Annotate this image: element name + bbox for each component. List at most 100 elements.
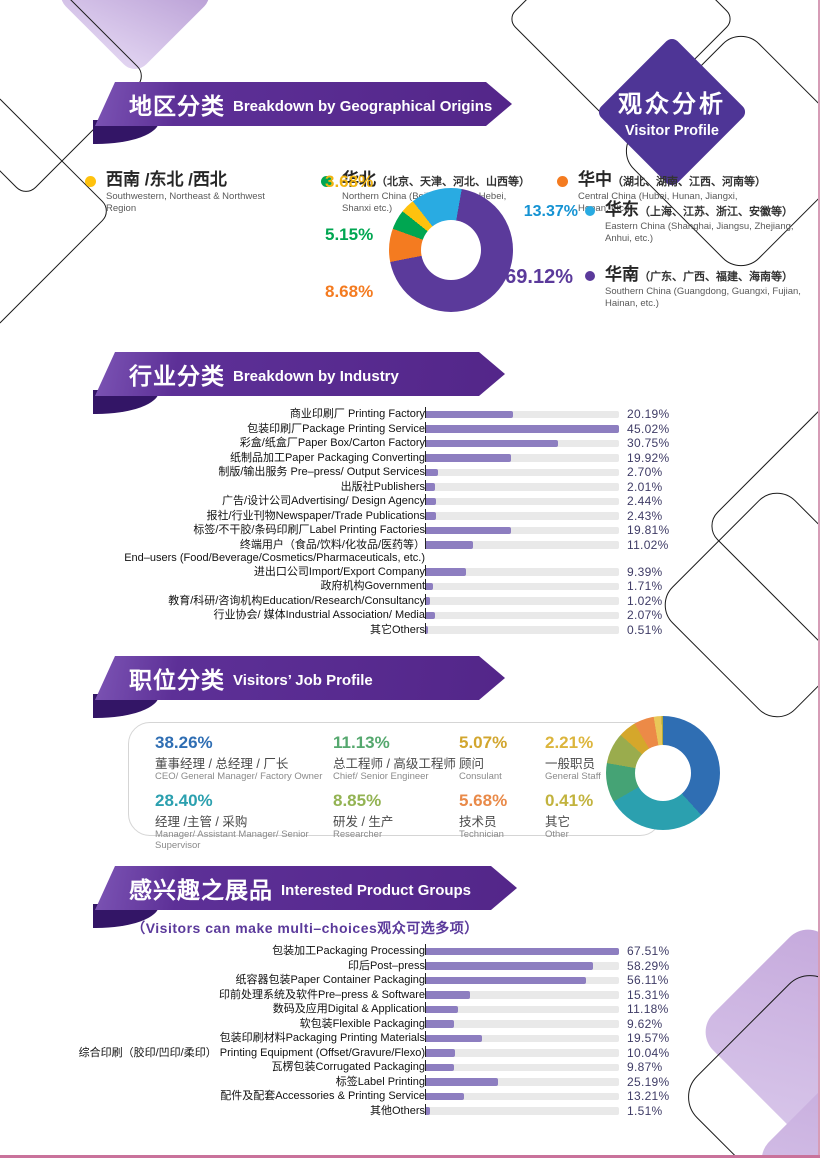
bar-track: [425, 494, 619, 505]
section-header-industry: 行业分类 Breakdown by Industry: [85, 352, 505, 414]
bar-fill: [426, 976, 587, 984]
job-stat: 28.40% 经理 /主管 / 采购 Manager/ Assistant Ma…: [155, 790, 333, 852]
bar-row: 进出口公司Import/Export Company 9.39%: [85, 564, 735, 580]
bar-row: 标签/不干胶/条码印刷厂Label Printing Factories 19.…: [85, 523, 735, 538]
bar-value: 2.07%: [627, 608, 663, 622]
bar-label: 教育/科研/咨询机构Education/Research/Consultancy: [168, 594, 425, 607]
job-title-en: Manager/ Assistant Manager/ Senior Super…: [155, 828, 309, 851]
bar-label: 包装印刷材料Packaging Printing Materials: [219, 1032, 425, 1044]
bar-track: [425, 579, 619, 590]
bar-value: 20.19%: [627, 407, 670, 421]
job-stat: 5.68% 技术员 Technician: [459, 791, 545, 852]
bar-row: 纸制品加工Paper Packaging Converting 19.92%: [85, 450, 735, 466]
bar-track: [425, 1103, 619, 1115]
bar-value: 56.11%: [627, 973, 669, 987]
bar-value: 9.62%: [627, 1016, 663, 1031]
bar-track: [425, 1060, 619, 1071]
bar-fill: [426, 468, 438, 476]
job-title-zh: 董事经理 / 总经理 / 厂长: [155, 756, 289, 771]
bar-fill: [426, 611, 435, 619]
bar-value: 11.18%: [627, 1002, 669, 1016]
badge-title-en: Visitor Profile: [624, 123, 719, 139]
bar-row: 纸容器包装Paper Container Packaging 56.11%: [85, 973, 735, 988]
bar-label: 终端用户（食品/饮料/化妆品/医药等） End–users (Food/Beve…: [124, 538, 425, 565]
bar-label: 行业协会/ 媒体Industrial Association/ Media: [213, 609, 425, 621]
banner-regions: 地区分类 Breakdown by Geographical Origins: [85, 82, 512, 126]
bar-track: [425, 593, 619, 605]
donut-hole: [635, 745, 691, 801]
legend-item: 华南（广东、广西、福建、海南等） Southern China (Guangdo…: [585, 265, 815, 310]
job-pct: 2.21%: [545, 733, 594, 752]
banner-title-en: Breakdown by Industry: [233, 368, 399, 385]
bar-value: 2.70%: [627, 465, 663, 479]
banner-products: 感兴趣之展品 Interested Product Groups: [85, 866, 517, 910]
bar-label: 软包装Flexible Packaging: [299, 1017, 425, 1030]
bar-track: [425, 1045, 619, 1057]
bar-track: [425, 450, 619, 462]
bar-row: 其他Others 1.51%: [85, 1103, 735, 1119]
bar-value: 2.01%: [627, 479, 663, 494]
bar-value: 30.75%: [627, 436, 670, 450]
region-pct-south: 69.12%: [505, 266, 573, 288]
bar-row: 制版/输出服务 Pre–press/ Output Services 2.70%: [85, 465, 735, 480]
job-title-en: CEO/ General Manager/ Factory Owner: [155, 770, 323, 782]
bar-value: 15.31%: [627, 987, 670, 1002]
bar-track: [425, 523, 619, 534]
bar-label: 配件及配套Accessories & Printing Service: [220, 1090, 425, 1102]
products-bar-chart: 包装加工Packaging Processing 67.51% 印后Post–p…: [78, 944, 735, 1119]
region-pct-north: 5.15%: [325, 225, 374, 244]
bar-value: 0.51%: [627, 622, 663, 637]
bar-label: 数码及应用Digital & Application: [272, 1003, 425, 1015]
bar-label: 出版社Publishers: [340, 480, 425, 493]
job-title-zh: 其它: [545, 814, 571, 829]
job-title-en: General Staff: [545, 770, 601, 782]
bar-label: 印前处理系统及软件Pre–press & Software: [219, 988, 425, 1001]
section-header-jobs: 职位分类 Visitors’ Job Profile: [85, 656, 505, 718]
job-pct: 28.40%: [155, 790, 213, 810]
bar-value: 58.29%: [627, 958, 670, 973]
jobs-donut-chart: [606, 716, 720, 830]
bar-track: [425, 564, 619, 576]
bar-row: 政府机构Government 1.71%: [85, 579, 735, 594]
bar-value: 67.51%: [627, 944, 670, 958]
job-stat: 11.13% 总工程师 / 高级工程师 Chief/ Senior Engine…: [333, 734, 459, 783]
job-title-zh: 一般职员: [545, 756, 596, 771]
legend-text: 华东（上海、江苏、浙江、安徽等） Eastern China (Shanghai…: [605, 200, 794, 244]
bar-value: 1.51%: [627, 1103, 663, 1118]
job-pct: 38.26%: [155, 733, 213, 752]
bar-track: [425, 508, 619, 520]
bar-label: 瓦楞包装Corrugated Packaging: [271, 1061, 425, 1073]
legend-item: 华中（湖北、湖南、江西、河南等） Central China (Hubei, H…: [557, 170, 793, 215]
bar-value: 19.57%: [627, 1031, 670, 1045]
legend-text: 西南 /东北 /西北 Southwestern, Northeast & Nor…: [106, 170, 265, 214]
legend-dot: [557, 176, 568, 187]
multi-choice-note: （Visitors can make multi–choices观众可选多项）: [131, 920, 479, 936]
bar-track: [425, 1016, 619, 1028]
bar-track: [425, 1031, 619, 1042]
job-stat: 2.21% 一般职员 General Staff: [545, 734, 645, 783]
bar-label: 报社/行业刊物Newspaper/Trade Publications: [206, 509, 425, 522]
bar-label: 印后Post–press: [347, 959, 425, 972]
job-title-zh: 技术员: [459, 814, 497, 829]
bar-track: [425, 436, 619, 447]
bar-fill: [426, 1063, 455, 1071]
job-title-en: Other: [545, 828, 569, 840]
section-header-products: 感兴趣之展品 Interested Product Groups: [85, 866, 517, 928]
bar-fill: [426, 497, 437, 505]
bar-value: 25.19%: [627, 1074, 670, 1089]
bar-track: [425, 479, 619, 491]
bar-track: [425, 421, 619, 433]
bar-fill: [426, 1049, 455, 1057]
job-title-en: Researcher: [333, 828, 383, 840]
bar-fill: [426, 568, 467, 576]
legend-dot: [585, 270, 595, 281]
bar-track: [425, 407, 619, 418]
region-pct-central: 8.68%: [325, 282, 374, 301]
legend-item: 西南 /东北 /西北 Southwestern, Northeast & Nor…: [85, 170, 321, 215]
bar-track: [425, 1089, 619, 1100]
bar-fill: [426, 597, 431, 605]
bar-row: 彩盒/纸盒厂Paper Box/Carton Factory 30.75%: [85, 436, 735, 451]
bar-fill: [426, 947, 619, 955]
bar-label: 综合印刷（胶印/凹印/柔印） Printing Equipment (Offse…: [78, 1046, 425, 1059]
bar-track: [425, 944, 619, 955]
